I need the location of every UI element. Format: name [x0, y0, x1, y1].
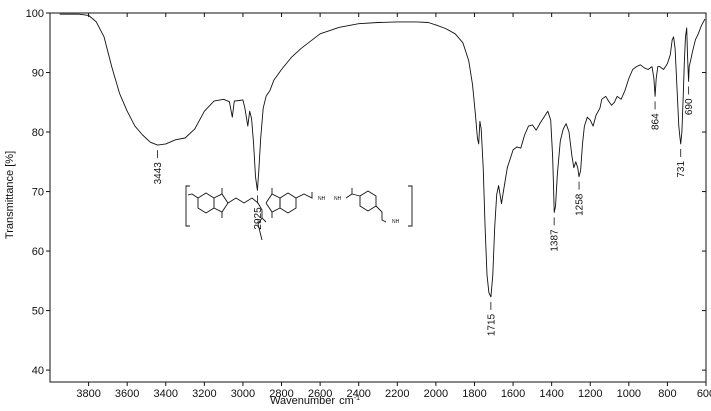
y-tick-label: 40	[32, 365, 44, 377]
peak-label-731: 731	[676, 148, 687, 178]
x-tick-label: 1000	[617, 388, 641, 400]
x-axis-unit: cm	[339, 395, 354, 407]
peak-label-864: 864	[651, 101, 662, 130]
x-tick-label: 2200	[385, 388, 409, 400]
polymer-structure-drawing: NH NH NH	[185, 185, 413, 241]
peak-label-1258: 1258	[575, 181, 586, 216]
y-tick-label: 60	[32, 246, 44, 258]
y-tick-label: 100	[26, 8, 44, 20]
peak-value: 864	[651, 113, 662, 130]
y-tick-label: 50	[32, 306, 44, 318]
peak-label-1715: 1715	[486, 301, 497, 336]
peak-value: 3443	[153, 162, 164, 185]
x-tick-label: 2800	[269, 388, 293, 400]
peak-value: 731	[676, 160, 687, 177]
peak-label-690: 690	[684, 86, 695, 115]
imide-ring-2	[265, 193, 281, 213]
x-tick-label: 600	[697, 388, 711, 400]
x-axis-unit-exponent: -1	[354, 395, 360, 402]
x-tick-label: 1800	[462, 388, 486, 400]
x-tick-label: 800	[658, 388, 676, 400]
peak-value: 1258	[575, 193, 586, 216]
plot-frame	[49, 12, 707, 383]
peak-value: 1715	[486, 313, 497, 336]
chart-ticks: 3800 3600 3400 3200 3000 2800 2600 2400 2200 2000…	[26, 8, 711, 400]
right-bracket	[408, 185, 413, 227]
x-tick-label: 3200	[192, 388, 216, 400]
y-axis-title: Transmittance [%]	[4, 151, 16, 239]
x-tick-label: 1600	[501, 388, 525, 400]
carbonyl-3	[345, 188, 353, 199]
series-layer	[59, 13, 706, 298]
left-bracket	[185, 185, 190, 227]
y-tick-label: 80	[32, 127, 44, 139]
ester-branch	[257, 202, 267, 241]
hydrazide-nh-label-1: NH	[334, 196, 342, 202]
alkyl-chain	[227, 197, 259, 204]
peak-value: 1387	[550, 229, 561, 252]
x-tick-label: 1200	[578, 388, 602, 400]
x-tick-label: 2400	[346, 388, 370, 400]
x-axis-title-text: Wavenumber	[270, 395, 335, 407]
amide-link	[295, 192, 313, 199]
carbonyl-4	[375, 205, 387, 223]
benzene-ring-1	[197, 192, 215, 214]
peak-value: 2925	[253, 207, 264, 230]
hydrazide-nh-label-2: NH	[392, 219, 400, 225]
x-tick-label: 3800	[76, 388, 100, 400]
peak-value: 690	[684, 98, 695, 115]
y-tick-label: 90	[32, 68, 44, 80]
x-tick-label: 2000	[424, 388, 448, 400]
x-tick-label: 3600	[115, 388, 139, 400]
x-tick-label: 1400	[539, 388, 563, 400]
peak-labels: 3443 2925 1715 1387 1258 864 731 690	[153, 86, 695, 336]
peak-label-1387: 1387	[550, 217, 561, 252]
benzene-ring-3	[359, 190, 377, 212]
carbonyl-ester-1	[187, 193, 199, 199]
x-tick-label: 2600	[308, 388, 332, 400]
imide-ring-1	[213, 193, 229, 213]
y-tick-label: 70	[32, 187, 44, 199]
bond-3	[351, 193, 361, 197]
peak-label-3443: 3443	[153, 150, 164, 184]
x-tick-label: 3400	[154, 388, 178, 400]
chart-axes	[49, 12, 707, 383]
x-axis-title: Wavenumber cm-1	[270, 395, 360, 407]
benzene-ring-2	[279, 192, 297, 214]
amide-nh-label: NH	[318, 196, 326, 202]
spectrum-line-0	[59, 13, 706, 298]
x-tick-label: 3000	[231, 388, 255, 400]
